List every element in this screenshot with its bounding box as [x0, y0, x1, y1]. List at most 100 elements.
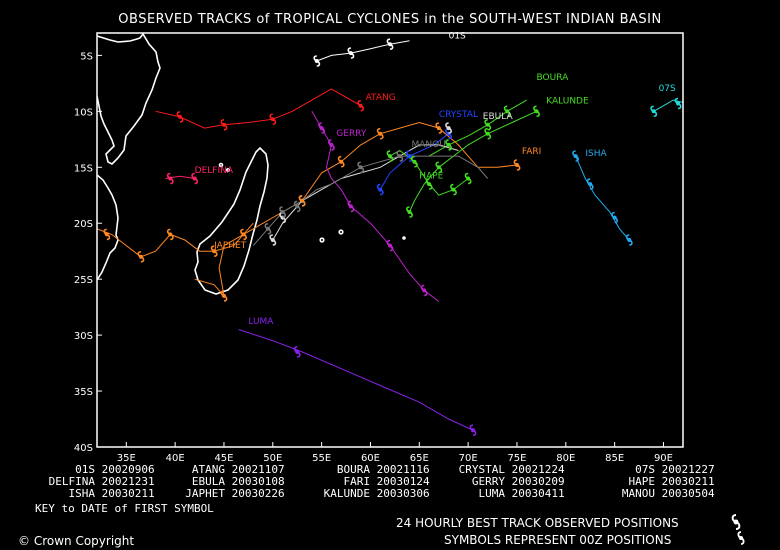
label-isha: ISHA — [585, 149, 607, 159]
label-01s: 01S — [449, 32, 466, 42]
cyclone-symbol — [572, 150, 580, 162]
footer-line2: SYMBOLS REPRESENT 00Z POSITIONS — [444, 533, 672, 547]
lat-tick-label: 40S — [74, 443, 93, 454]
cyclone-symbol — [298, 195, 306, 207]
label-hape: HAPE — [419, 171, 443, 181]
cyclone-symbol — [464, 172, 472, 185]
storm-labels: 01S ATANG BOURA CRYSTAL 07S DELFINA EBULA FARI G… — [195, 32, 676, 327]
lat-tick-label: 20S — [74, 219, 93, 230]
cyclone-symbol — [513, 159, 521, 171]
key-date: 20030211 — [95, 487, 155, 500]
key-storm-name: DELFINA — [48, 475, 95, 488]
axis-ticks: 35E 40E 45E 50E 55E 60E 65E 70E 75E 80E 85E 90E 5S 10… — [74, 51, 673, 464]
label-ebula: EBULA — [483, 112, 514, 122]
lat-tick-label: 25S — [74, 275, 93, 286]
cyclone-symbol — [166, 228, 174, 241]
key-entry: LUMA 20030411 — [445, 488, 595, 500]
lat-tick-label: 5S — [80, 51, 93, 62]
lat-tick-label: 15S — [74, 163, 93, 174]
lon-tick-label: 85E — [605, 453, 624, 464]
label-luma: LUMA — [248, 317, 274, 327]
key-entry: FARI 20030124 — [310, 476, 460, 488]
key-date: 20021116 — [370, 463, 430, 476]
lat-tick-label: 10S — [74, 107, 93, 118]
label-crystal: CRYSTAL — [439, 110, 478, 120]
lon-tick-label: 90E — [654, 453, 673, 464]
cyclone-symbol — [137, 250, 145, 263]
key-date: 20030504 — [655, 487, 715, 500]
label-japhet: JAPHET — [213, 241, 247, 251]
cyclone-symbol — [176, 111, 184, 123]
key-storm-name: MANOU — [621, 487, 655, 500]
label-07s: 07S — [659, 84, 676, 94]
cyclone-symbol — [586, 178, 594, 190]
lon-tick-label: 70E — [459, 453, 478, 464]
cyclone-symbol — [484, 119, 492, 131]
cyclone-symbol — [650, 105, 658, 118]
key-date: 20030306 — [370, 487, 430, 500]
key-date: 20021224 — [505, 463, 565, 476]
lon-tick-label: 45E — [214, 453, 233, 464]
cyclone-symbol — [279, 206, 287, 218]
cyclone-symbol — [484, 127, 492, 140]
lon-tick-label: 50E — [263, 453, 282, 464]
label-delfina: DELFINA — [195, 166, 234, 176]
cyclone-symbol — [425, 178, 433, 190]
cyclone-symbol — [386, 150, 394, 162]
cyclone-symbol — [269, 234, 277, 246]
cyclone-symbol — [269, 113, 277, 125]
cyclone-symbol — [264, 223, 272, 235]
cyclone-symbol — [533, 105, 540, 118]
key-date: 20030124 — [370, 475, 430, 488]
cyclone-symbol — [674, 97, 682, 110]
cyclone-symbol — [210, 245, 218, 257]
madagascar-outline — [194, 146, 269, 295]
copyright-text: Crown Copyright — [33, 534, 135, 548]
key-date: 20030108 — [225, 475, 285, 488]
key-date: 20030209 — [505, 475, 565, 488]
cyclone-symbol — [396, 150, 404, 162]
key-entry: EBULA 20030108 — [165, 476, 315, 488]
track-gerry — [311, 111, 440, 302]
cyclone-symbol — [435, 161, 443, 174]
cyclone-symbol-icon-small — [737, 531, 745, 545]
key-entry: CRYSTAL 20021224 — [445, 464, 595, 476]
plot-frame — [96, 32, 684, 448]
key-date: 20030411 — [505, 487, 565, 500]
cyclone-symbol — [318, 122, 326, 134]
key-date: 20021107 — [225, 463, 285, 476]
lon-tick-label: 35E — [117, 453, 136, 464]
label-gerry: GERRY — [336, 129, 367, 139]
cyclone-symbol — [386, 38, 394, 51]
cyclone-symbol — [420, 284, 428, 297]
key-date: 20021231 — [95, 475, 155, 488]
key-entry: BOURA 20021116 — [310, 464, 460, 476]
cyclone-symbol — [313, 55, 321, 67]
island-reunion — [319, 237, 325, 243]
key-entry: ATANG 20021107 — [165, 464, 315, 476]
cyclone-symbol — [625, 234, 633, 246]
africa-coastline-south — [97, 174, 119, 281]
cyclone-symbol — [293, 346, 301, 358]
track-01s — [316, 40, 410, 62]
key-storm-name: CRYSTAL — [458, 463, 505, 476]
key-storm-name: EBULA — [191, 475, 225, 488]
cyclone-symbol — [357, 99, 365, 112]
map-title: OBSERVED TRACKS of TROPICAL CYCLONES in … — [118, 12, 662, 27]
key-storm-name: JAPHET — [185, 487, 225, 500]
cyclone-symbol — [503, 105, 511, 118]
lat-tick-label: 30S — [74, 331, 93, 342]
key-storm-name: 01S — [75, 463, 95, 476]
key-entry: GERRY 20030209 — [445, 476, 595, 488]
key-storm-name: ISHA — [68, 487, 96, 500]
key-storm-name: BOURA — [336, 463, 370, 476]
label-fari: FARI — [522, 147, 541, 157]
cyclone-symbol — [191, 172, 199, 185]
cyclone-symbol-icon — [731, 514, 741, 530]
key-entry: ISHA 20030211 — [35, 488, 185, 500]
key-entry: 07S 20021227 — [595, 464, 745, 476]
lon-tick-label: 60E — [361, 453, 380, 464]
cyclone-symbol — [293, 200, 301, 213]
lat-tick-label: 35S — [74, 387, 93, 398]
